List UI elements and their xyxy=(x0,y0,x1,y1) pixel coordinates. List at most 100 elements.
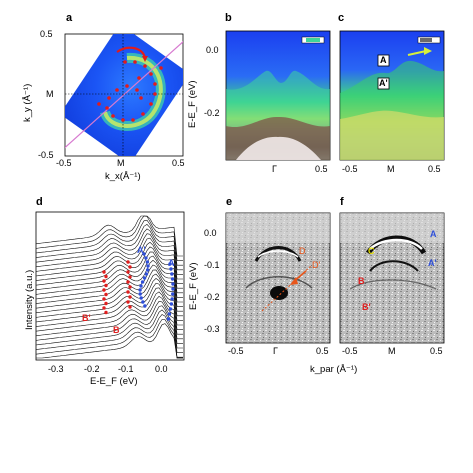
panel-f-annot-A: A xyxy=(430,229,437,239)
panel-c-label: c xyxy=(338,12,345,24)
edc-peak-marker xyxy=(139,284,143,288)
panel-c-xtick-0: -0.5 xyxy=(342,164,358,174)
panel-c-spectrum xyxy=(339,30,445,161)
panel-b-ylabel: E-E_F (eV) xyxy=(187,80,198,128)
edc-peak-marker xyxy=(104,274,108,279)
panel-e-ytick-2: -0.2 xyxy=(204,292,220,302)
panel-b-ytick-1: -0.2 xyxy=(204,108,220,118)
panel-e-ytick-1: -0.1 xyxy=(204,260,220,270)
edc-peak-marker xyxy=(168,307,173,311)
panel-a-xtick-0: -0.5 xyxy=(56,158,72,168)
panel-c-xtick-1: M xyxy=(387,164,395,174)
edc-curve xyxy=(35,228,183,275)
panel-f-second-derivative xyxy=(339,212,445,344)
panel-f-xtick-1: M xyxy=(388,346,396,356)
edc-peak-marker xyxy=(145,260,150,264)
edc-peak-marker xyxy=(126,290,130,294)
edc-peak-marker xyxy=(104,310,108,315)
edc-peak-marker xyxy=(138,288,142,292)
edc-peak-marker xyxy=(170,272,174,276)
panel-e-xtick-2: 0.5 xyxy=(316,346,329,356)
panel-d-xtick-3: 0.0 xyxy=(155,364,168,374)
panel-a-ytick-0: 0.5 xyxy=(40,29,53,39)
edc-peak-marker xyxy=(126,280,130,284)
panel-a-xtick-2: 0.5 xyxy=(172,158,185,168)
panel-d-label: d xyxy=(36,196,43,208)
edc-peak-marker xyxy=(146,264,150,268)
edc-peak-marker xyxy=(167,312,172,316)
edc-peak-marker xyxy=(143,304,147,308)
edc-peak-marker xyxy=(171,287,175,291)
panel-e-second-derivative xyxy=(225,212,331,344)
edc-curve xyxy=(35,282,183,330)
edc-peak-marker xyxy=(102,297,106,301)
edc-peak-marker xyxy=(170,297,174,301)
edc-curve xyxy=(36,323,183,359)
panel-e-label: e xyxy=(226,196,233,208)
panel-e-annot-D: D xyxy=(299,246,306,256)
edc-peak-marker xyxy=(171,292,175,296)
panel-a-ytick-2: -0.5 xyxy=(38,150,54,160)
panel-d-edc-stack xyxy=(35,211,185,361)
edc-peak-marker xyxy=(126,260,130,264)
panel-a-xlabel: k_x(Å⁻¹) xyxy=(105,171,141,182)
edc-peak-marker xyxy=(102,306,106,310)
edc-peak-marker xyxy=(139,296,143,300)
edc-curve xyxy=(35,296,183,344)
panel-c-xtick-2: 0.5 xyxy=(428,164,441,174)
panel-e-ytick-0: 0.0 xyxy=(204,228,217,238)
edc-curve xyxy=(35,305,183,353)
edc-peak-marker xyxy=(128,295,132,299)
panel-e-annot-D2: D' xyxy=(312,260,321,270)
edc-curve xyxy=(35,314,183,359)
edc-curve xyxy=(35,219,183,266)
edc-peak-marker xyxy=(140,280,145,284)
edc-peak-marker xyxy=(128,305,132,309)
panel-f-label: f xyxy=(340,196,344,208)
panel-f-annot-C: C xyxy=(368,246,375,256)
edc-peak-marker xyxy=(169,267,173,271)
edc-peak-marker xyxy=(138,292,142,296)
edc-peak-marker xyxy=(104,292,108,297)
edc-curve xyxy=(35,291,183,340)
panel-d-xtick-2: -0.1 xyxy=(118,364,134,374)
panel-a-label: a xyxy=(66,12,73,24)
panel-e-ylabel: E-E_F (eV) xyxy=(188,262,199,310)
edc-peak-marker xyxy=(142,276,147,280)
panel-e-xtick-1: Γ xyxy=(273,346,278,356)
edc-curve xyxy=(35,273,183,321)
panel-b-spectrum xyxy=(225,30,331,161)
edc-curve xyxy=(35,246,183,294)
edc-peak-marker xyxy=(169,302,174,306)
panel-f-annot-A2: A' xyxy=(428,258,437,268)
panel-c-annot-A2: A' xyxy=(379,78,388,88)
edc-peak-marker xyxy=(102,279,106,283)
panel-b-ytick-0: 0.0 xyxy=(206,45,219,55)
panel-d-annot-A: A xyxy=(168,258,175,268)
panel-e-xtick-0: -0.5 xyxy=(228,346,244,356)
edc-curve xyxy=(35,278,183,326)
edc-peak-marker xyxy=(128,265,132,269)
edc-peak-marker xyxy=(144,272,149,276)
edc-peak-marker xyxy=(126,300,130,304)
edc-peak-marker xyxy=(142,252,146,256)
panel-e-ytick-3: -0.3 xyxy=(204,324,220,334)
edc-curve xyxy=(35,237,183,284)
panel-d-xlabel: E-E_F (eV) xyxy=(90,376,138,387)
panel-d-xtick-1: -0.2 xyxy=(84,364,100,374)
edc-peak-marker xyxy=(170,277,175,281)
edc-curve xyxy=(35,224,183,271)
edc-peak-marker xyxy=(104,283,108,288)
panel-d-ylabel: Intensity (a.u.) xyxy=(24,269,35,330)
edc-peak-marker xyxy=(126,270,130,274)
edc-peak-marker xyxy=(166,317,171,321)
edc-curve xyxy=(35,287,183,335)
panel-a-xtick-1: M xyxy=(117,158,125,168)
panel-b-xtick-1: 0.5 xyxy=(315,164,328,174)
edc-peak-marker xyxy=(171,282,175,286)
shared-xlabel: k_par (Å⁻¹) xyxy=(310,364,358,375)
edc-curve xyxy=(35,241,183,289)
edc-peak-marker xyxy=(104,301,108,306)
panel-a-ytick-1: M xyxy=(46,89,54,99)
panel-d-xtick-0: -0.3 xyxy=(48,364,64,374)
